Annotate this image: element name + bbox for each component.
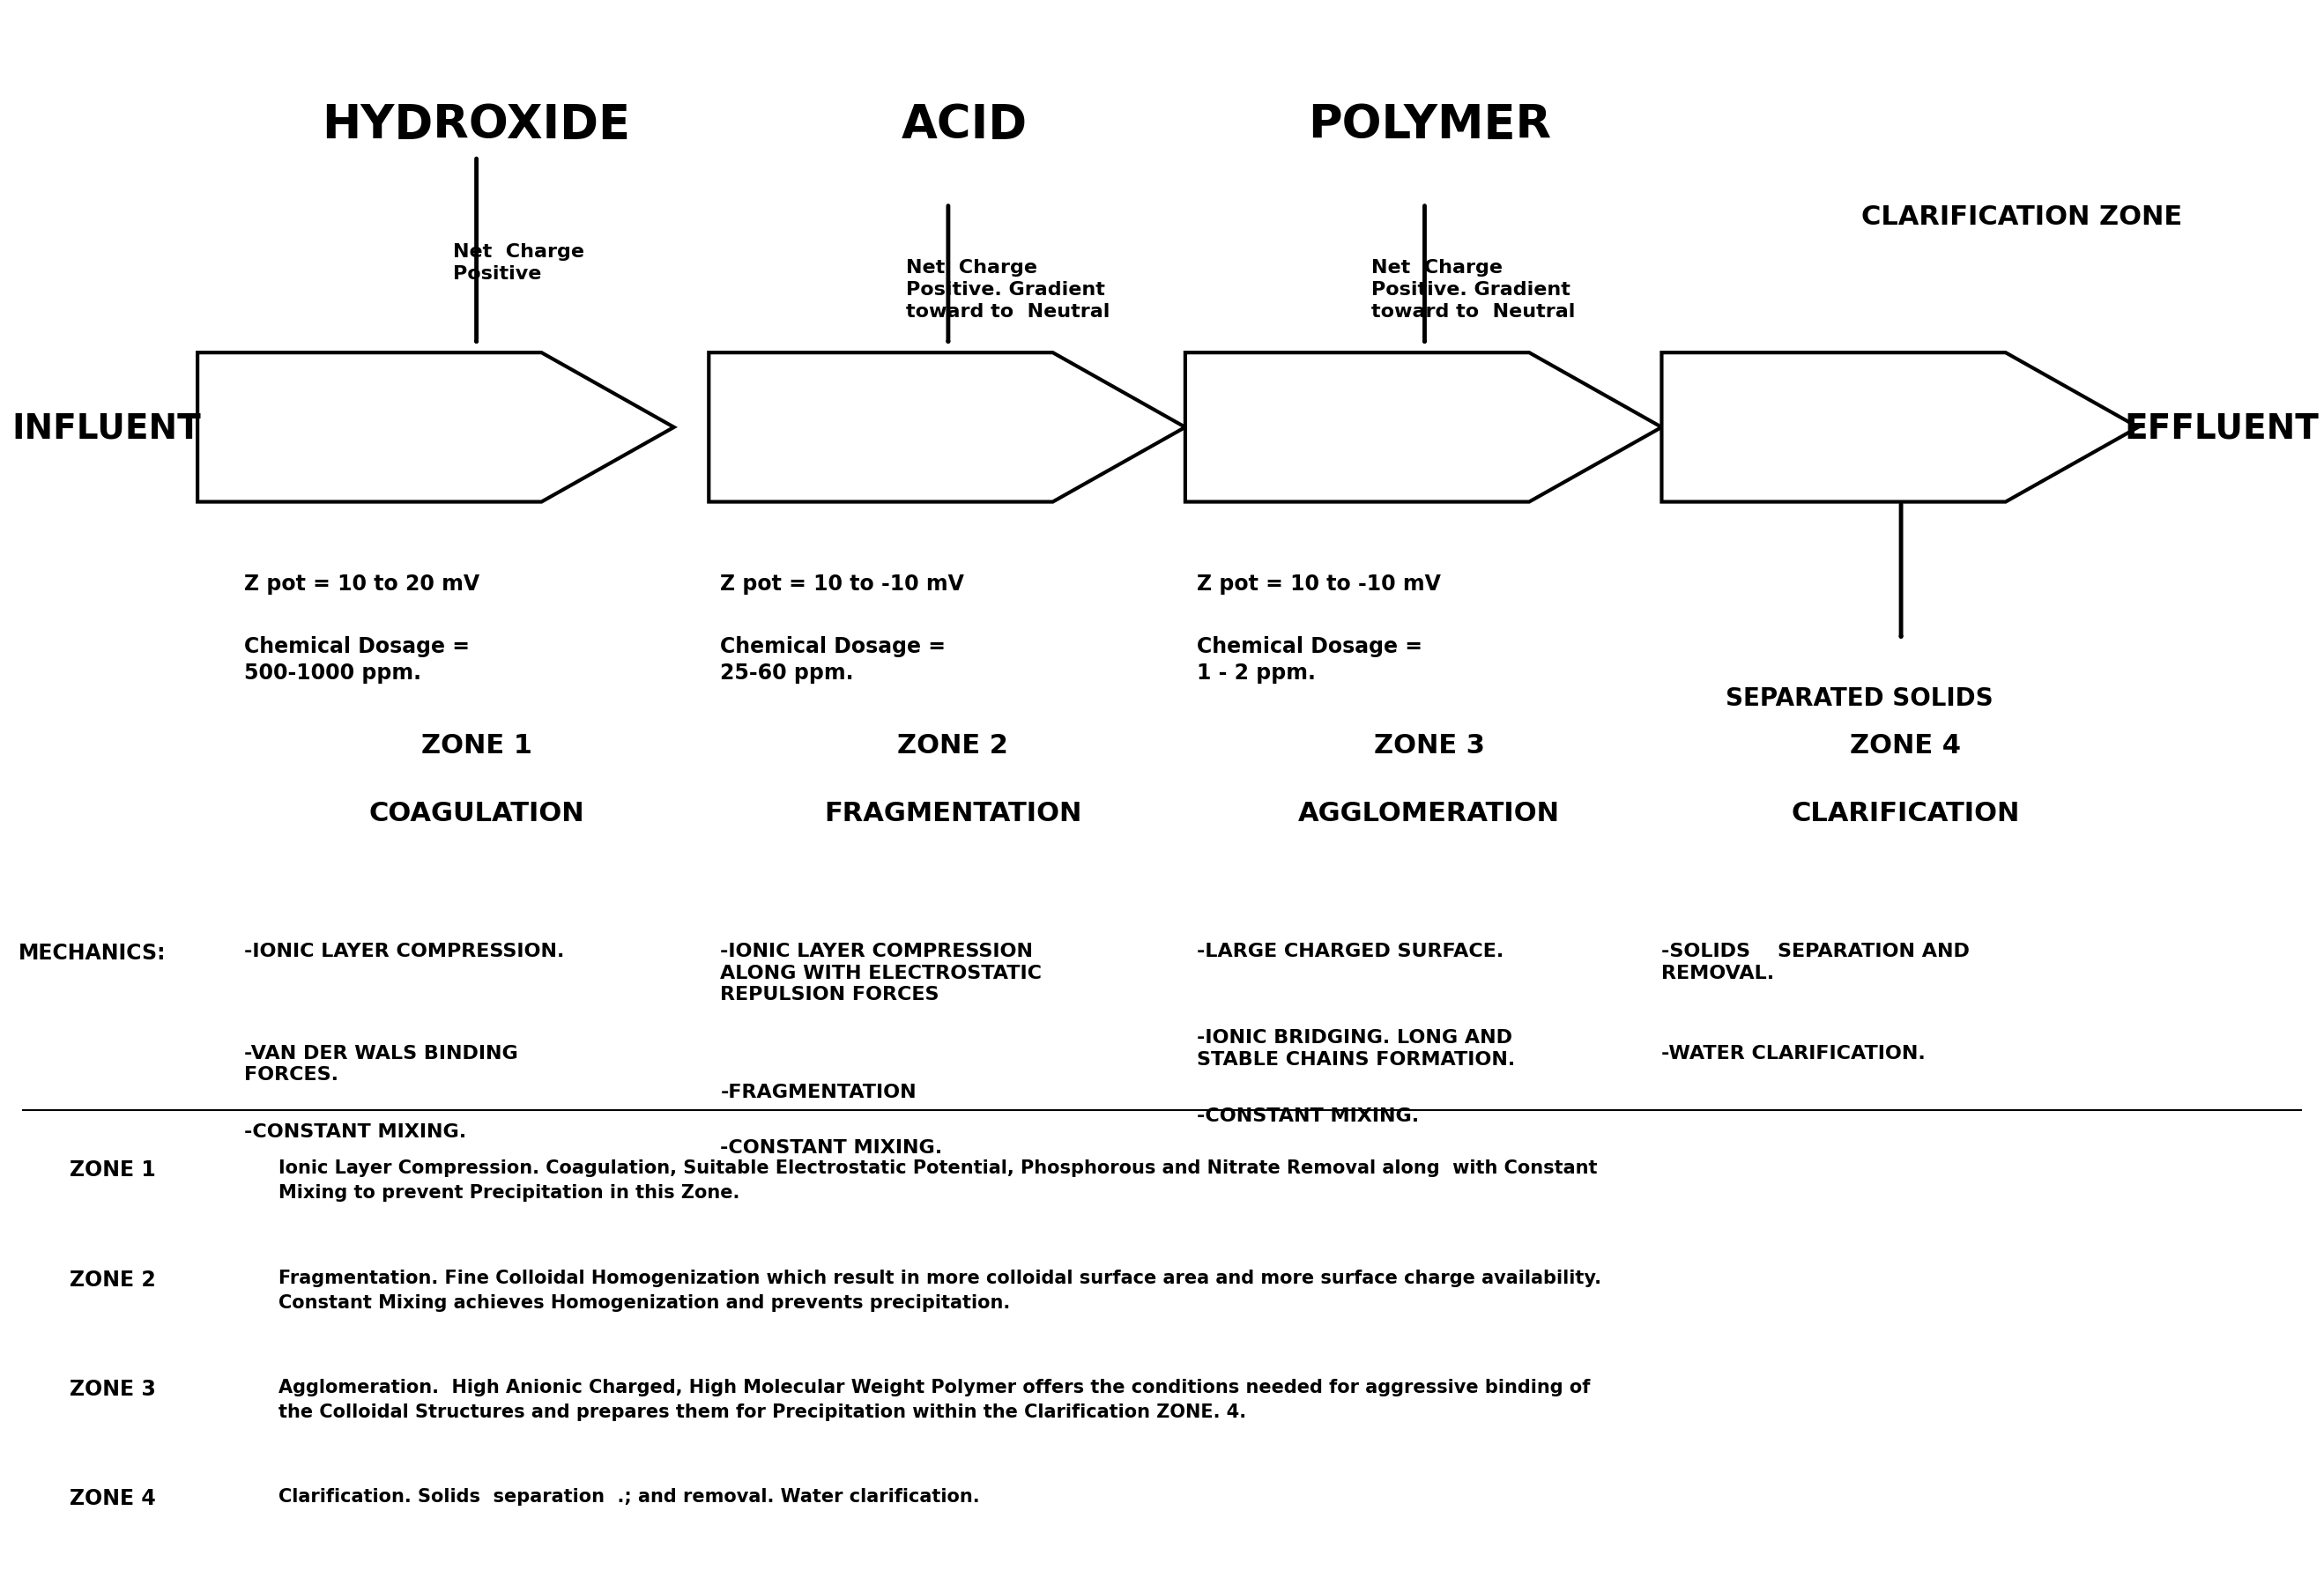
Polygon shape bbox=[1662, 353, 2138, 502]
Polygon shape bbox=[198, 353, 674, 502]
Text: ZONE 4: ZONE 4 bbox=[1850, 733, 1961, 758]
Text: ACID: ACID bbox=[902, 102, 1027, 148]
Text: Net  Charge
Positive: Net Charge Positive bbox=[453, 243, 586, 283]
Text: -IONIC BRIDGING. LONG AND
STABLE CHAINS FORMATION.: -IONIC BRIDGING. LONG AND STABLE CHAINS … bbox=[1197, 1028, 1515, 1068]
Text: Z pot = 10 to -10 mV: Z pot = 10 to -10 mV bbox=[1197, 573, 1441, 593]
Text: ZONE 2: ZONE 2 bbox=[897, 733, 1009, 758]
Text: Fragmentation. Fine Colloidal Homogenization which result in more colloidal surf: Fragmentation. Fine Colloidal Homogeniza… bbox=[279, 1269, 1601, 1311]
Text: MECHANICS:: MECHANICS: bbox=[19, 942, 167, 962]
Text: -IONIC LAYER COMPRESSION.: -IONIC LAYER COMPRESSION. bbox=[244, 942, 565, 959]
Text: Ionic Layer Compression. Coagulation, Suitable Electrostatic Potential, Phosphor: Ionic Layer Compression. Coagulation, Su… bbox=[279, 1159, 1599, 1201]
Text: -WATER CLARIFICATION.: -WATER CLARIFICATION. bbox=[1662, 1044, 1927, 1061]
Text: Agglomeration.  High Anionic Charged, High Molecular Weight Polymer offers the c: Agglomeration. High Anionic Charged, Hig… bbox=[279, 1378, 1590, 1421]
Text: -FRAGMENTATION: -FRAGMENTATION bbox=[720, 1083, 916, 1101]
Text: ZONE 4: ZONE 4 bbox=[70, 1487, 156, 1507]
Text: COAGULATION: COAGULATION bbox=[370, 801, 583, 826]
Text: Z pot = 10 to -10 mV: Z pot = 10 to -10 mV bbox=[720, 573, 964, 593]
Text: FRAGMENTATION: FRAGMENTATION bbox=[825, 801, 1081, 826]
Text: HYDROXIDE: HYDROXIDE bbox=[323, 102, 630, 148]
Text: EFFLUENT: EFFLUENT bbox=[2124, 411, 2319, 446]
Polygon shape bbox=[1185, 353, 1662, 502]
Text: -CONSTANT MIXING.: -CONSTANT MIXING. bbox=[1197, 1107, 1420, 1124]
Text: -CONSTANT MIXING.: -CONSTANT MIXING. bbox=[244, 1123, 467, 1140]
Text: Chemical Dosage =
25-60 ppm.: Chemical Dosage = 25-60 ppm. bbox=[720, 636, 946, 683]
Text: CLARIFICATION: CLARIFICATION bbox=[1792, 801, 2020, 826]
Text: ZONE 3: ZONE 3 bbox=[70, 1378, 156, 1399]
Text: -IONIC LAYER COMPRESSION
ALONG WITH ELECTROSTATIC
REPULSION FORCES: -IONIC LAYER COMPRESSION ALONG WITH ELEC… bbox=[720, 942, 1041, 1003]
Text: Z pot = 10 to 20 mV: Z pot = 10 to 20 mV bbox=[244, 573, 479, 593]
Text: POLYMER: POLYMER bbox=[1308, 102, 1550, 148]
Text: Chemical Dosage =
500-1000 ppm.: Chemical Dosage = 500-1000 ppm. bbox=[244, 636, 469, 683]
Text: ZONE 3: ZONE 3 bbox=[1373, 733, 1485, 758]
Text: Clarification. Solids  separation  .; and removal. Water clarification.: Clarification. Solids separation .; and … bbox=[279, 1487, 981, 1504]
Text: -LARGE CHARGED SURFACE.: -LARGE CHARGED SURFACE. bbox=[1197, 942, 1504, 959]
Text: -VAN DER WALS BINDING
FORCES.: -VAN DER WALS BINDING FORCES. bbox=[244, 1044, 518, 1083]
Text: Net  Charge
Positive. Gradient
toward to  Neutral: Net Charge Positive. Gradient toward to … bbox=[1371, 259, 1576, 320]
Text: ZONE 1: ZONE 1 bbox=[70, 1159, 156, 1179]
Polygon shape bbox=[709, 353, 1185, 502]
Text: -SOLIDS    SEPARATION AND
REMOVAL.: -SOLIDS SEPARATION AND REMOVAL. bbox=[1662, 942, 1971, 981]
Text: INFLUENT: INFLUENT bbox=[12, 411, 200, 446]
Text: Net  Charge
Positive. Gradient
toward to  Neutral: Net Charge Positive. Gradient toward to … bbox=[906, 259, 1111, 320]
Text: AGGLOMERATION: AGGLOMERATION bbox=[1299, 801, 1559, 826]
Text: CLARIFICATION ZONE: CLARIFICATION ZONE bbox=[1862, 204, 2182, 229]
Text: -CONSTANT MIXING.: -CONSTANT MIXING. bbox=[720, 1138, 944, 1156]
Text: Chemical Dosage =
1 - 2 ppm.: Chemical Dosage = 1 - 2 ppm. bbox=[1197, 636, 1422, 683]
Text: SEPARATED SOLIDS: SEPARATED SOLIDS bbox=[1724, 686, 1994, 711]
Text: ZONE 1: ZONE 1 bbox=[421, 733, 532, 758]
Text: ZONE 2: ZONE 2 bbox=[70, 1269, 156, 1289]
